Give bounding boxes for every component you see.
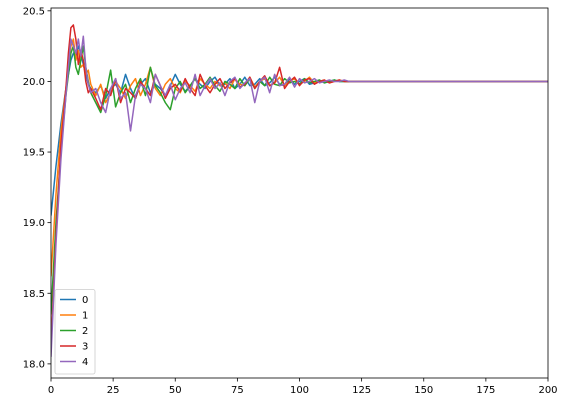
x-tick-label: 25 bbox=[107, 385, 120, 396]
y-tick-label: 20.5 bbox=[23, 6, 45, 17]
legend-label: 3 bbox=[82, 342, 88, 353]
y-tick-label: 18.5 bbox=[23, 289, 45, 300]
y-axis: 18.0 18.5 19.0 19.5 20.0 20.5 bbox=[23, 6, 51, 370]
legend: 0 1 2 3 4 bbox=[54, 289, 96, 375]
x-tick-label: 100 bbox=[290, 385, 309, 396]
legend-label: 4 bbox=[82, 357, 88, 368]
x-tick-label: 150 bbox=[414, 385, 433, 396]
legend-label: 2 bbox=[82, 326, 88, 337]
x-tick-label: 125 bbox=[352, 385, 371, 396]
series-line-4 bbox=[51, 35, 548, 357]
x-tick-label: 200 bbox=[538, 385, 557, 396]
x-tick-label: 50 bbox=[169, 385, 182, 396]
y-tick-label: 20.0 bbox=[23, 77, 45, 88]
x-tick-label: 0 bbox=[48, 385, 54, 396]
x-axis: 0 25 50 75 100 125 150 175 200 bbox=[48, 378, 558, 396]
series-layer bbox=[51, 24, 548, 357]
legend-label: 0 bbox=[82, 295, 88, 306]
legend-label: 1 bbox=[82, 311, 88, 322]
y-tick-label: 19.5 bbox=[23, 148, 45, 159]
y-tick-label: 19.0 bbox=[23, 218, 45, 229]
series-line-3 bbox=[51, 24, 548, 347]
legend-box bbox=[54, 289, 96, 375]
x-tick-label: 75 bbox=[231, 385, 244, 396]
y-tick-label: 18.0 bbox=[23, 359, 45, 370]
x-tick-label: 175 bbox=[476, 385, 495, 396]
